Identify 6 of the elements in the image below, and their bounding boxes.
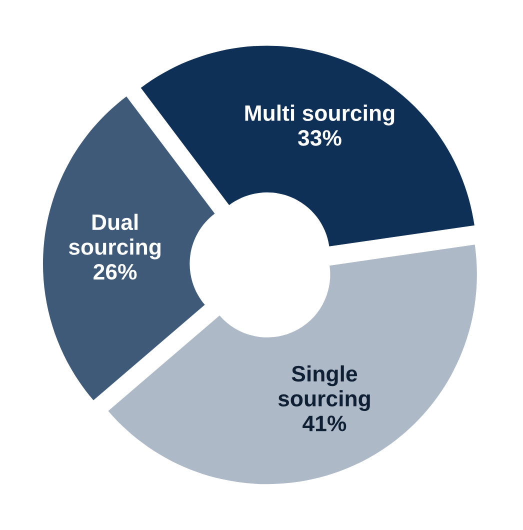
data-label: 41% xyxy=(302,416,346,432)
slice-label: Multi sourcing xyxy=(245,104,394,126)
data-label: 33% xyxy=(298,130,342,146)
slice-label: Dual sourcing xyxy=(68,214,160,260)
data-label: 26% xyxy=(94,264,137,280)
slice-label: Single sourcing xyxy=(278,365,370,411)
